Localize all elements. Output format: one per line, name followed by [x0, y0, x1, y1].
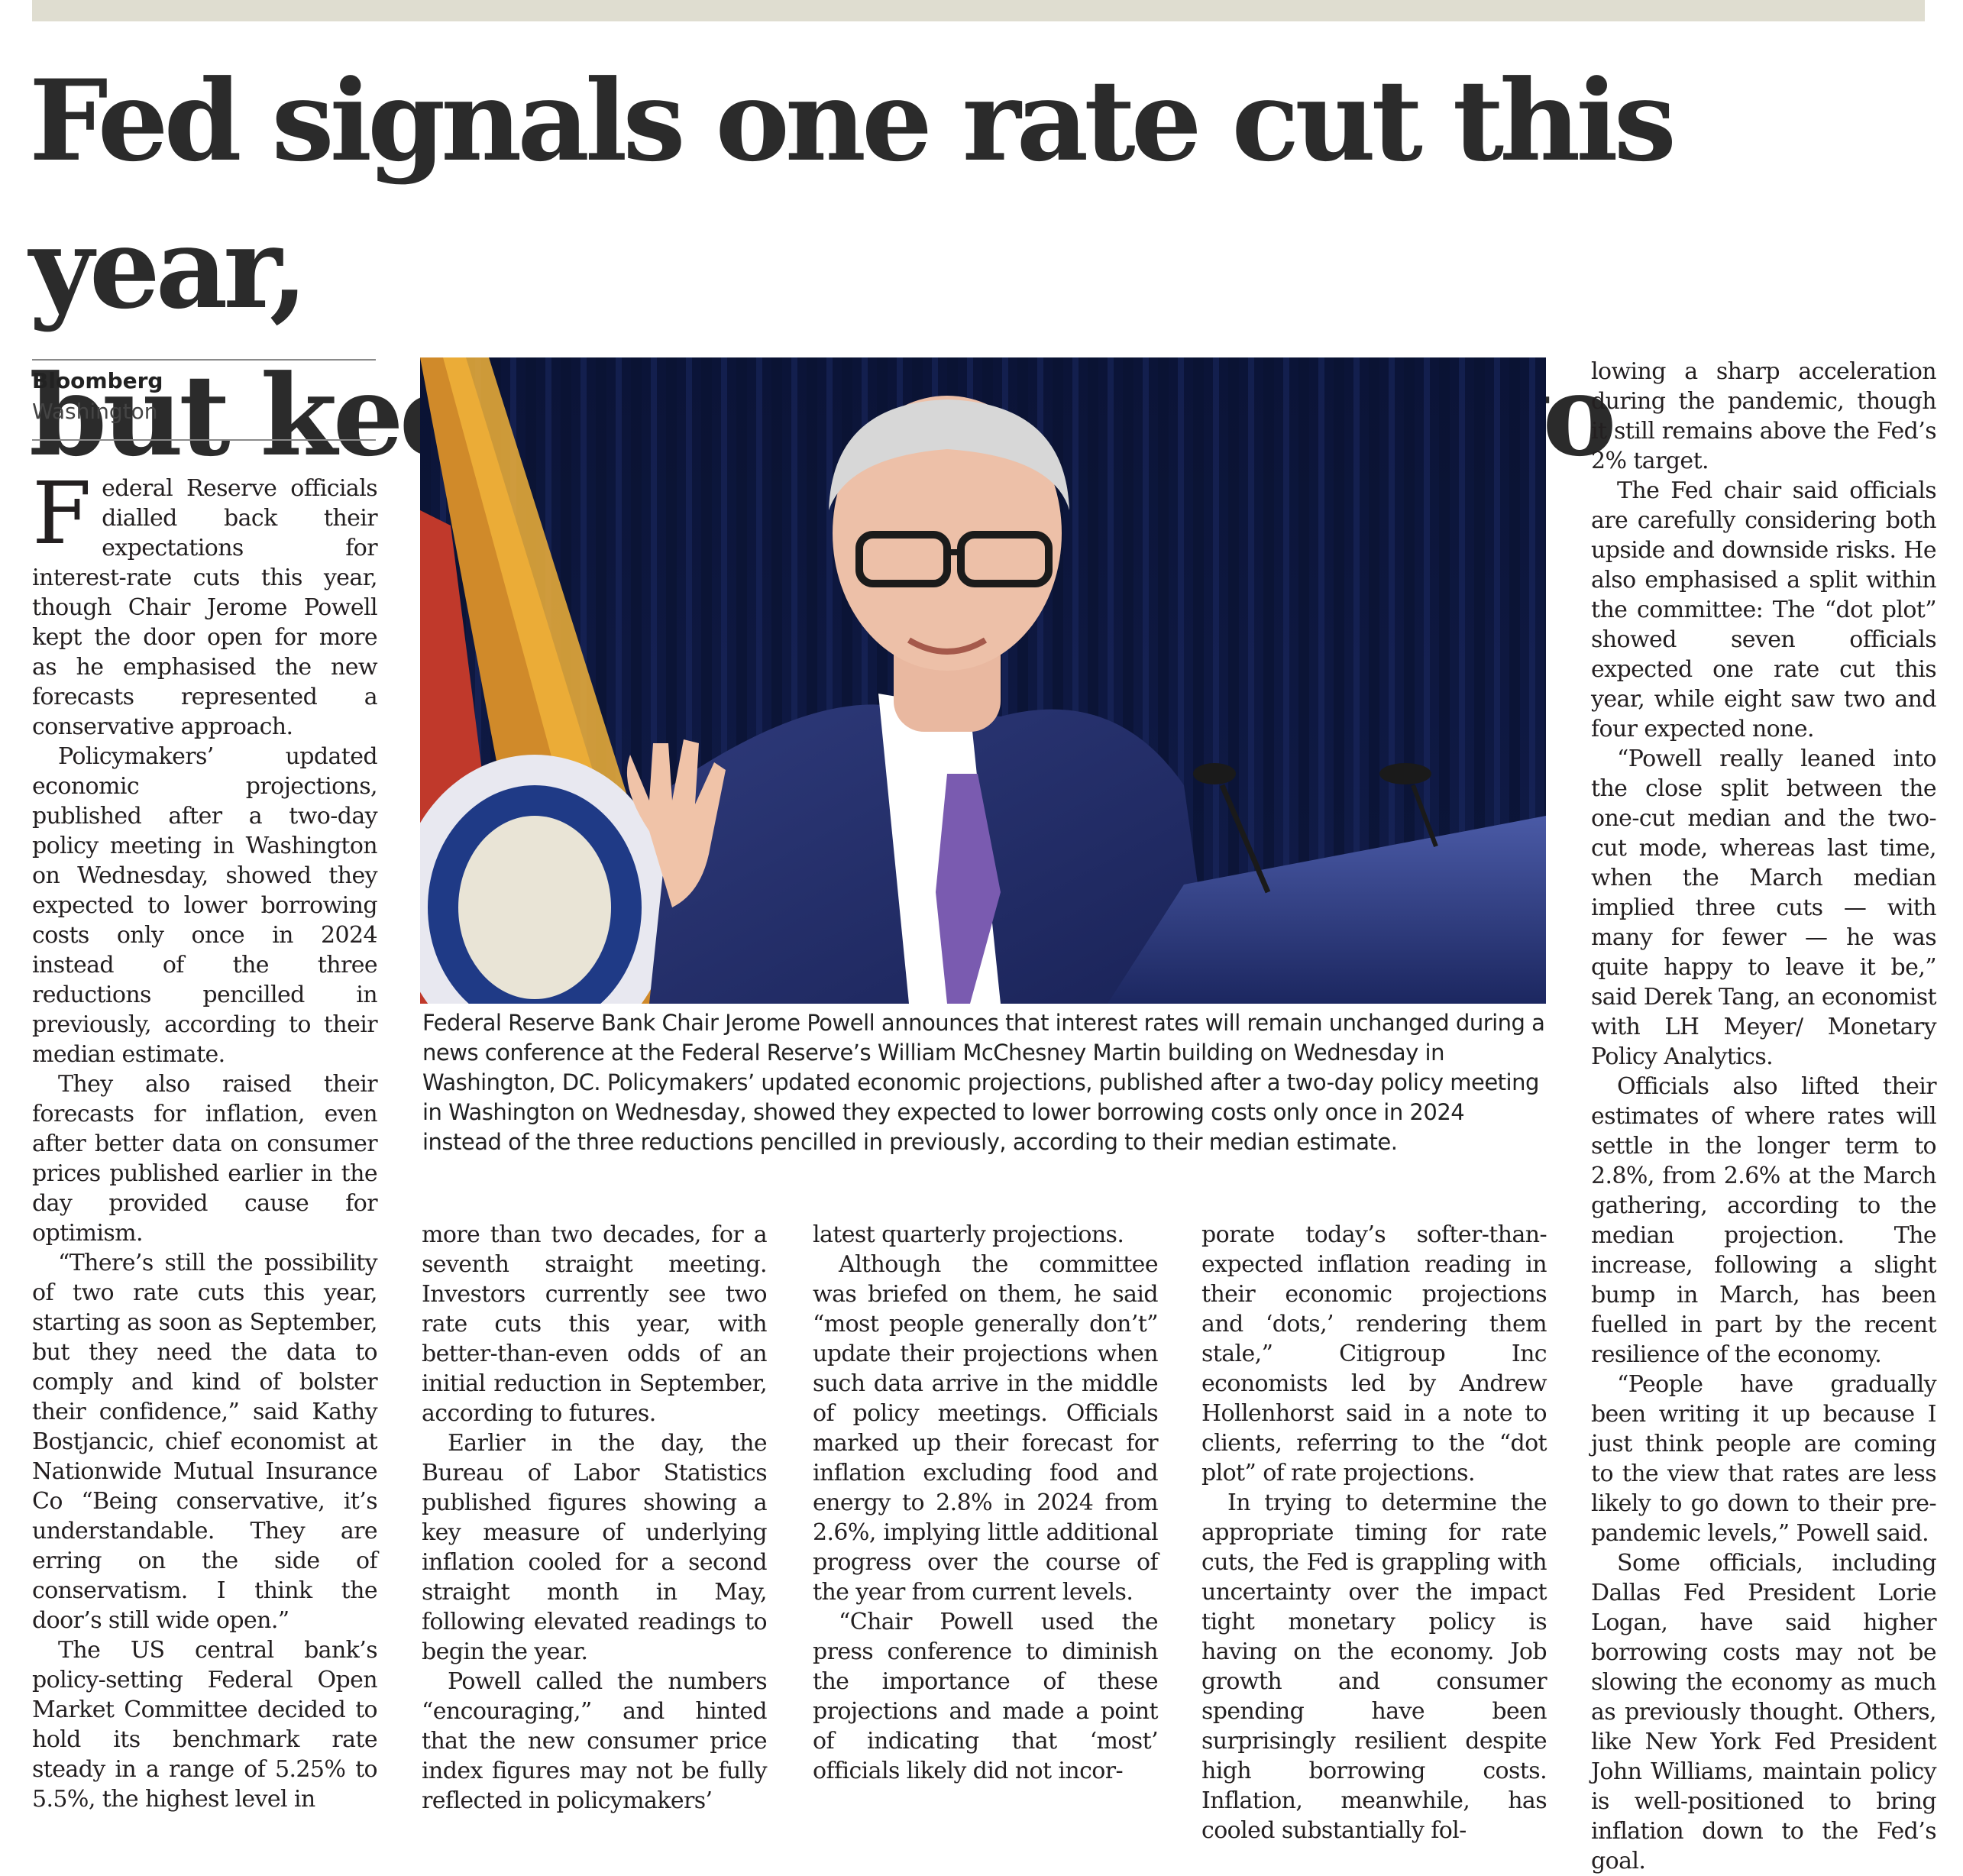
article-paragraph: The US central bank’s policy-setting Fed…: [32, 1637, 378, 1813]
article-paragraph: Earlier in the day, the Bureau of Labor …: [422, 1430, 768, 1665]
byline-source: Bloomberg: [32, 368, 163, 393]
byline-top-rule: [32, 359, 376, 361]
article-column-2: more than two decades, for a seventh str…: [422, 1220, 768, 1816]
article-paragraph: Although the committee was briefed on th…: [813, 1251, 1159, 1606]
powell-press-conference-photo: [420, 357, 1546, 1004]
byline-bottom-rule: [32, 439, 376, 441]
photo-caption: Federal Reserve Bank Chair Jerome Powell…: [422, 1010, 1545, 1155]
article-paragraph: “Powell really leaned into the close spl…: [1591, 746, 1937, 1070]
article-paragraph: porate today’s softer-than-expected infl…: [1201, 1221, 1547, 1486]
article-paragraph: “People have gradually been writing it u…: [1591, 1371, 1937, 1547]
article-column-5: lowing a sharp acceleration during the p…: [1591, 357, 1937, 1876]
article-column-4: porate today’s softer-than-expected infl…: [1201, 1220, 1547, 1845]
article-paragraph: In trying to determine the appropriate t…: [1201, 1489, 1547, 1844]
article-paragraph: They also raised their forecasts for inf…: [32, 1071, 378, 1247]
headline-line-1: Fed signals one rate cut this year,: [29, 56, 1677, 334]
article-column-3: latest quarterly projections. Although t…: [813, 1220, 1159, 1786]
article-paragraph: lowing a sharp acceleration during the p…: [1591, 358, 1937, 474]
drop-cap: F: [32, 464, 92, 564]
article-paragraph: Officials also lifted their estimates of…: [1591, 1073, 1937, 1368]
top-rule: [32, 0, 1925, 21]
article-paragraph: more than two decades, for a seventh str…: [422, 1221, 768, 1427]
article-paragraph: Policymakers’ updated economic projectio…: [32, 743, 378, 1068]
byline-location: Washington: [32, 399, 158, 424]
article-paragraph: “Chair Powell used the press conference …: [813, 1609, 1159, 1784]
article-paragraph: The Fed chair said officials are careful…: [1591, 477, 1937, 742]
article-paragraph: “There’s still the possibility of two ra…: [32, 1250, 378, 1634]
article-paragraph: Powell called the numbers “encouraging,”…: [422, 1668, 768, 1814]
article-paragraph: Some officials, including Dallas Fed Pre…: [1591, 1550, 1937, 1874]
article-paragraph: latest quarterly projections.: [813, 1221, 1124, 1248]
